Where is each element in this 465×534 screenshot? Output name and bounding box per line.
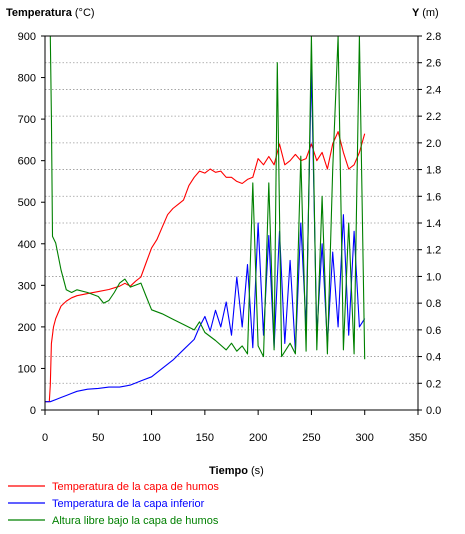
y-left-axis-title: Temperatura (°C) (6, 7, 95, 19)
axis-ticks: 01002003004005006007008009000.00.20.40.6… (18, 31, 442, 444)
y-right-tick-label: 1.4 (426, 218, 441, 230)
y-left-tick-label: 0 (30, 405, 36, 417)
y-left-tick-label: 600 (18, 156, 36, 168)
y-left-tick-label: 700 (18, 114, 36, 126)
y-right-tick-label: 2.4 (426, 84, 441, 96)
x-tick-label: 100 (142, 432, 160, 444)
y-right-axis-title: Y (m) (412, 7, 439, 19)
x-tick-label: 200 (249, 432, 267, 444)
series-line-2 (45, 68, 366, 403)
y-right-tick-label: 2.0 (426, 138, 441, 150)
series-line-3 (45, 35, 366, 360)
y-left-tick-label: 900 (18, 31, 36, 43)
y-left-tick-label: 300 (18, 280, 36, 292)
y-right-tick-label: 0.8 (426, 298, 441, 310)
x-tick-label: 150 (196, 432, 214, 444)
x-tick-label: 0 (42, 432, 48, 444)
y-right-tick-label: 0.0 (426, 405, 441, 417)
x-tick-label: 250 (302, 432, 320, 444)
y-left-tick-label: 100 (18, 363, 36, 375)
y-right-tick-label: 0.2 (426, 378, 441, 390)
legend-label: Altura libre bajo la capa de humos (52, 515, 219, 527)
legend-item: Altura libre bajo la capa de humos (8, 515, 219, 527)
x-tick-label: 300 (356, 432, 374, 444)
y-left-tick-label: 200 (18, 322, 36, 334)
y-right-tick-label: 2.8 (426, 31, 441, 43)
series-lines (45, 35, 366, 403)
legend-item: Temperatura de la capa inferior (8, 498, 205, 510)
x-tick-label: 50 (92, 432, 104, 444)
y-right-tick-label: 0.6 (426, 325, 441, 337)
legend-label: Temperatura de la capa inferior (52, 498, 205, 510)
series-line-1 (45, 131, 366, 403)
legend-label: Temperatura de la capa de humos (52, 481, 219, 493)
x-axis-title: Tiempo (s) (209, 465, 264, 477)
y-right-tick-label: 1.8 (426, 165, 441, 177)
y-left-tick-label: 500 (18, 197, 36, 209)
y-right-tick-label: 2.2 (426, 111, 441, 123)
y-left-tick-label: 400 (18, 239, 36, 251)
legend: Temperatura de la capa de humos Temperatu… (8, 481, 219, 527)
y-right-tick-label: 1.6 (426, 191, 441, 203)
legend-item: Temperatura de la capa de humos (8, 481, 219, 493)
x-tick-label: 350 (409, 432, 427, 444)
y-left-tick-label: 800 (18, 73, 36, 85)
y-right-tick-label: 1.0 (426, 271, 441, 283)
y-right-tick-label: 2.6 (426, 58, 441, 70)
y-right-tick-label: 0.4 (426, 352, 441, 364)
y-right-tick-label: 1.2 (426, 245, 441, 257)
